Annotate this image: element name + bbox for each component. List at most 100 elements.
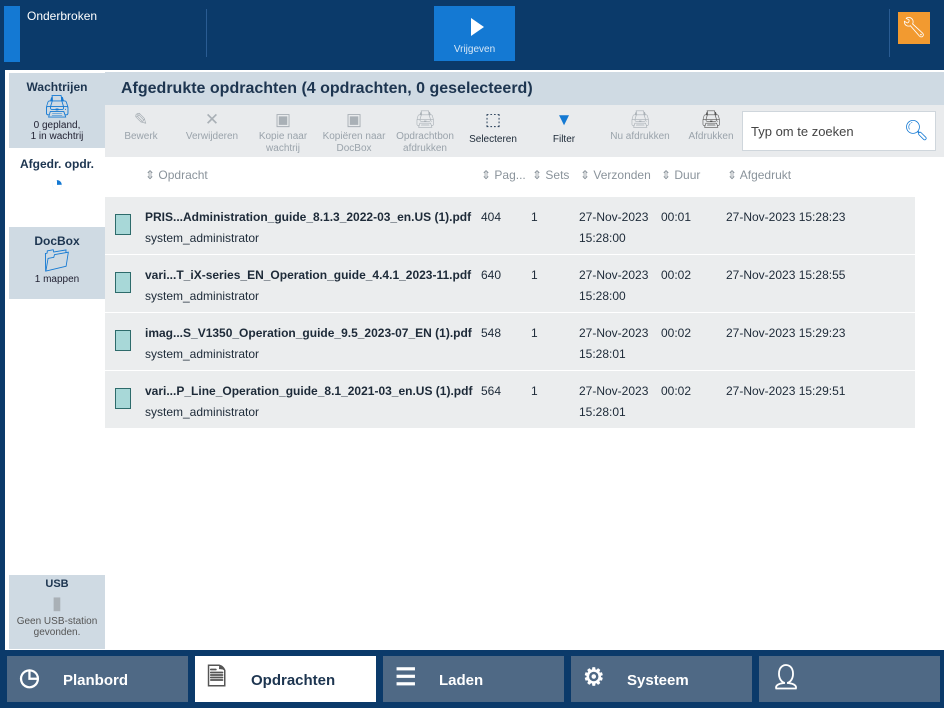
job-duration: 00:01	[661, 210, 692, 224]
play-icon	[471, 18, 484, 36]
job-pages: 640	[481, 268, 502, 282]
gear-icon: ⚙	[583, 664, 605, 691]
job-name: vari...T_iX-series_EN_Operation_guide_4.…	[145, 268, 472, 282]
job-sets: 1	[531, 384, 538, 398]
print-ticket-button[interactable]: 🖨︎ Opdrachtbon afdrukken	[393, 109, 457, 155]
button-label: DocBox	[336, 143, 372, 154]
ticket-print-icon: 🖨︎	[414, 110, 436, 129]
button-label: Kopie naar	[258, 131, 308, 142]
delete-button[interactable]: ✕ Verwijderen	[180, 109, 244, 143]
job-sent-time: 15:28:00	[579, 231, 626, 245]
column-header-printed[interactable]: ⇕ Afgedrukt	[727, 168, 792, 182]
printer-icon: 🖨︎	[43, 94, 71, 119]
divider	[889, 9, 890, 57]
button-label: Verwijderen	[185, 131, 239, 142]
edit-button[interactable]: ✎ Bewerk	[109, 109, 173, 143]
column-header-job[interactable]: ⇕ Opdracht	[145, 168, 208, 182]
document-icon	[115, 272, 131, 293]
filter-button[interactable]: ▼ Filter	[532, 109, 596, 146]
print-now-button[interactable]: 🖨︎ Nu afdrukken	[608, 109, 672, 143]
job-sent-date: 27-Nov-2023	[579, 268, 649, 282]
job-sent-date: 27-Nov-2023	[579, 326, 649, 340]
tray-icon: ☰	[395, 664, 417, 691]
usb-status: Geen USB-station	[16, 616, 98, 627]
column-label: Sets	[545, 168, 570, 182]
release-label: Vrijgeven	[453, 44, 496, 55]
job-duration: 00:02	[661, 326, 692, 340]
column-label: Afgedrukt	[739, 168, 792, 182]
button-label: Selecteren	[469, 134, 517, 145]
clock-icon: ◷	[19, 664, 40, 691]
select-icon: ⬚	[484, 110, 502, 129]
sidebar-item-printed-jobs[interactable]: Afgedr. opdr. ◔	[9, 150, 105, 224]
select-button[interactable]: ⬚ Selecteren	[461, 109, 525, 146]
job-user: system_administrator	[145, 405, 260, 419]
print-button[interactable]: 🖨︎ Afdrukken	[679, 109, 743, 143]
nav-label: Opdrachten	[251, 672, 336, 689]
sidebar-item-label: Wachtrijen	[26, 80, 88, 94]
search-placeholder: Typ om te zoeken	[751, 124, 854, 139]
button-label: Nu afdrukken	[610, 131, 670, 142]
job-sent-date: 27-Nov-2023	[579, 384, 649, 398]
search-input[interactable]: Typ om te zoeken 🔍︎	[742, 111, 936, 151]
column-header-sent[interactable]: ⇕ Verzonden	[580, 168, 651, 182]
x-icon: ✕	[204, 110, 220, 129]
wrench-icon[interactable]: 🔧︎	[898, 12, 930, 44]
column-header-duration[interactable]: ⇕ Duur	[661, 168, 701, 182]
nav-systeem[interactable]: ⚙ Systeem	[571, 656, 752, 702]
table-row[interactable]: imag...S_V1350_Operation_guide_9.5_2023-…	[105, 313, 915, 370]
job-sets: 1	[531, 268, 538, 282]
job-sets: 1	[531, 210, 538, 224]
release-button[interactable]: Vrijgeven	[434, 6, 515, 61]
search-icon[interactable]: 🔍︎	[903, 120, 929, 142]
sidebar-item-label: DocBox	[34, 234, 80, 248]
page-title: Afgedrukte opdrachten (4 opdrachten, 0 g…	[105, 72, 944, 105]
nav-planbord[interactable]: ◷ Planbord	[7, 656, 188, 702]
pencil-icon: ✎	[133, 110, 149, 129]
queue-scheduled: 0 gepland,	[33, 120, 81, 131]
usb-icon: ▮	[52, 593, 62, 613]
job-user: system_administrator	[145, 347, 260, 361]
job-name: imag...S_V1350_Operation_guide_9.5_2023-…	[145, 326, 472, 340]
copy-to-docbox-button[interactable]: ▣ Kopiëren naar DocBox	[322, 109, 386, 155]
document-icon	[115, 330, 131, 351]
job-pages: 404	[481, 210, 502, 224]
filter-icon: ▼	[555, 110, 573, 129]
sidebar-item-docbox[interactable]: DocBox 📁︎ 1 mappen	[9, 227, 105, 299]
queue-waiting: 1 in wachtrij	[30, 131, 84, 142]
column-label: Verzonden	[593, 168, 651, 182]
printer-status: Onderbroken	[27, 9, 98, 23]
nav-label: Systeem	[627, 672, 689, 689]
document-icon: 🗎︎	[207, 664, 227, 691]
sidebar-item-label: USB	[45, 578, 69, 590]
nav-laden[interactable]: ☰ Laden	[383, 656, 564, 702]
printer-icon: 🖨︎	[700, 110, 722, 129]
sidebar-item-usb[interactable]: USB ▮ Geen USB-station gevonden.	[9, 575, 105, 649]
document-icon	[115, 388, 131, 409]
sidebar: Wachtrijen 🖨︎ 0 gepland, 1 in wachtrij A…	[7, 70, 105, 650]
job-sent-time: 15:28:01	[579, 347, 626, 361]
job-printed: 27-Nov-2023 15:29:23	[726, 326, 846, 340]
table-row[interactable]: vari...T_iX-series_EN_Operation_guide_4.…	[105, 255, 915, 312]
job-printed: 27-Nov-2023 15:28:55	[726, 268, 846, 282]
docbox-count: 1 mappen	[34, 274, 80, 285]
status-indicator	[4, 6, 20, 62]
table-row[interactable]: vari...P_Line_Operation_guide_8.1_2021-0…	[105, 371, 915, 428]
history-icon: ◔	[50, 171, 64, 196]
table-row[interactable]: PRIS...Administration_guide_8.1.3_2022-0…	[105, 197, 915, 254]
toolbar: ✎ Bewerk ✕ Verwijderen ▣ Kopie naar wachtrij…	[105, 105, 944, 157]
nav-user[interactable]: 👤︎	[759, 656, 940, 702]
job-sent-time: 15:28:01	[579, 405, 626, 419]
column-header-sets[interactable]: ⇕ Sets	[532, 168, 570, 182]
usb-status-2: gevonden.	[33, 627, 81, 638]
sidebar-item-queues[interactable]: Wachtrijen 🖨︎ 0 gepland, 1 in wachtrij	[9, 73, 105, 148]
nav-opdrachten[interactable]: 🗎︎ Opdrachten	[195, 656, 376, 702]
folder-icon: 📁︎	[43, 248, 71, 273]
nav-label: Laden	[439, 672, 484, 689]
job-printed: 27-Nov-2023 15:29:51	[726, 384, 846, 398]
copy-to-queue-button[interactable]: ▣ Kopie naar wachtrij	[251, 109, 315, 155]
column-header-pages[interactable]: ⇕ Pag...	[481, 168, 526, 182]
user-key-icon: 👤︎	[771, 664, 802, 691]
sidebar-item-label: Afgedr. opdr.	[19, 157, 94, 171]
print-now-icon: 🖨︎	[629, 110, 651, 129]
